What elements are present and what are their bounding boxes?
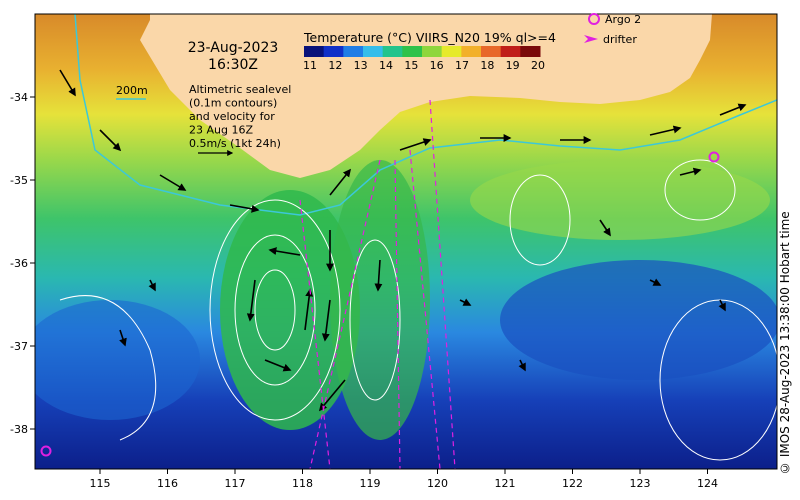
date-label: 23-Aug-2023 [188, 40, 279, 56]
y-tick-label: -36 [10, 257, 28, 270]
x-axis-ticks: 115 116 117 118 119 120 121 122 123 124 [90, 469, 718, 490]
colorbar-tick-labels: 11 12 13 14 15 16 17 18 19 20 [303, 59, 545, 72]
colorbar-swatch [481, 46, 502, 57]
velocity-note-line: (0.1m contours) [189, 97, 277, 110]
colorbar-swatch [500, 46, 521, 57]
x-tick-label: 122 [562, 477, 583, 490]
colorbar-swatch [520, 46, 541, 57]
y-tick-label: -38 [10, 423, 28, 436]
x-tick-label: 121 [495, 477, 516, 490]
colorbar-swatch [343, 46, 364, 57]
y-tick-label: -35 [10, 174, 28, 187]
colorbar-swatch [441, 46, 462, 57]
land-mass [140, 14, 712, 178]
colorbar-tick-label: 19 [506, 59, 520, 72]
colorbar-title: Temperature (°C) VIIRS_N20 19% ql>=4 [303, 30, 556, 45]
colorbar-swatch [382, 46, 403, 57]
colorbar-tick-label: 20 [531, 59, 545, 72]
y-axis-ticks: -34 -35 -36 -37 -38 [10, 91, 35, 436]
y-tick-label: -37 [10, 340, 28, 353]
time-label: 16:30Z [208, 57, 258, 73]
x-tick-label: 115 [90, 477, 111, 490]
drifter-legend-label: drifter [603, 33, 637, 46]
cool-pool-west [35, 300, 200, 420]
isobath-legend-label: 200m [116, 84, 148, 97]
colorbar-tick-label: 13 [354, 59, 368, 72]
colorbar-tick-label: 14 [379, 59, 393, 72]
velocity-note-line: and velocity for [189, 110, 275, 123]
cool-pool-east [500, 260, 777, 380]
velocity-note-line: 23 Aug 16Z [189, 124, 253, 137]
colorbar-swatch [422, 46, 443, 57]
colorbar-swatch [323, 46, 344, 57]
colorbar-tick-label: 18 [480, 59, 494, 72]
colorbar-swatch [402, 46, 423, 57]
x-tick-label: 119 [360, 477, 381, 490]
x-tick-label: 116 [157, 477, 178, 490]
imos-credit: © IMOS 28-Aug-2023 13:38:00 Hobart time [778, 211, 792, 475]
colorbar-tick-label: 17 [455, 59, 469, 72]
argo-float-east [708, 151, 720, 163]
x-tick-label: 120 [427, 477, 448, 490]
argo-float-west [40, 445, 52, 457]
yellow-patch-east [470, 160, 770, 240]
drifter-legend-icon [584, 35, 598, 43]
map-frame [34, 13, 778, 470]
x-tick-label: 118 [292, 477, 313, 490]
isobath-200m [74, 14, 777, 216]
y-tick-label: -34 [10, 91, 28, 104]
drifter-tracks [299, 99, 456, 469]
velocity-arrows [59, 69, 747, 412]
argo-legend-label: Argo 2 [605, 13, 641, 26]
velocity-notes: Altimetric sealevel(0.1m contours)and ve… [189, 83, 291, 150]
colorbar-tick-label: 12 [328, 59, 342, 72]
argo-legend-icon [588, 13, 600, 25]
x-tick-label: 123 [630, 477, 651, 490]
colorbar-tick-label: 11 [303, 59, 317, 72]
colorbar-swatch [363, 46, 384, 57]
colorbar-tick-label: 16 [430, 59, 444, 72]
x-tick-label: 124 [697, 477, 718, 490]
sealevel-contours [59, 159, 777, 461]
colorbar-swatch [304, 46, 325, 57]
colorbar-swatch [461, 46, 482, 57]
x-tick-label: 117 [225, 477, 246, 490]
velocity-note-line: Altimetric sealevel [189, 83, 291, 96]
velocity-note-line: 0.5m/s (1kt 24h) [189, 137, 281, 150]
colorbar [304, 46, 541, 57]
colorbar-tick-label: 15 [404, 59, 418, 72]
warm-eddy [220, 190, 360, 430]
